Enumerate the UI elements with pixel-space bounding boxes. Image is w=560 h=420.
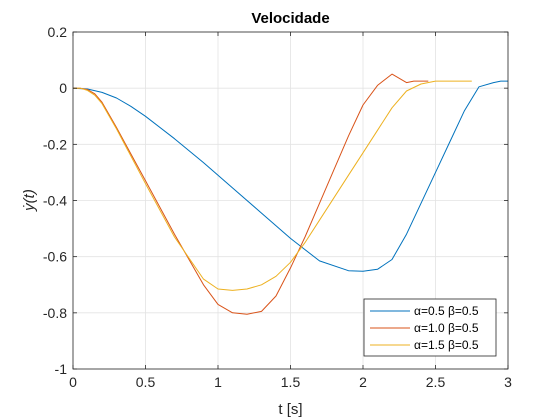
y-tick-label: -0.6 xyxy=(43,249,67,265)
tick-labels: 0 0.5 1 1.5 2 2.5 3 0.2 0 -0.2 -0.4 -0.6 -0.8 -1 xyxy=(43,24,512,390)
series-layer xyxy=(72,73,508,315)
y-tick-label: -0.2 xyxy=(43,136,67,152)
x-axis-label: t [s] xyxy=(278,401,302,418)
y-tick-label: 0 xyxy=(59,80,67,96)
y-tick-label: -1 xyxy=(55,361,68,377)
series-line-1 xyxy=(72,80,508,272)
x-tick-label: 3 xyxy=(504,374,512,390)
x-tick-label: 2 xyxy=(359,374,367,390)
x-tick-label: 2.5 xyxy=(426,374,446,390)
legend-label-2: α=1.0 β=0.5 xyxy=(414,321,479,335)
chart-title: Velocidade xyxy=(251,10,329,27)
legend-label-3: α=1.5 β=0.5 xyxy=(414,338,479,352)
x-tick-label: 0.5 xyxy=(136,374,156,390)
y-tick-label: -0.8 xyxy=(43,305,67,321)
series-line-2 xyxy=(73,73,429,315)
ticks xyxy=(72,31,509,370)
x-tick-label: 0 xyxy=(69,374,77,390)
series-line-3 xyxy=(73,80,472,291)
legend: α=0.5 β=0.5 α=1.0 β=0.5 α=1.5 β=0.5 xyxy=(363,298,497,357)
x-tick-label: 1.5 xyxy=(281,374,301,390)
y-tick-label: 0.2 xyxy=(48,24,68,40)
x-tick-label: 1 xyxy=(214,374,222,390)
y-axis-label: ẏ(t) xyxy=(21,189,38,212)
y-tick-label: -0.4 xyxy=(43,193,67,209)
legend-label-1: α=0.5 β=0.5 xyxy=(414,304,479,318)
